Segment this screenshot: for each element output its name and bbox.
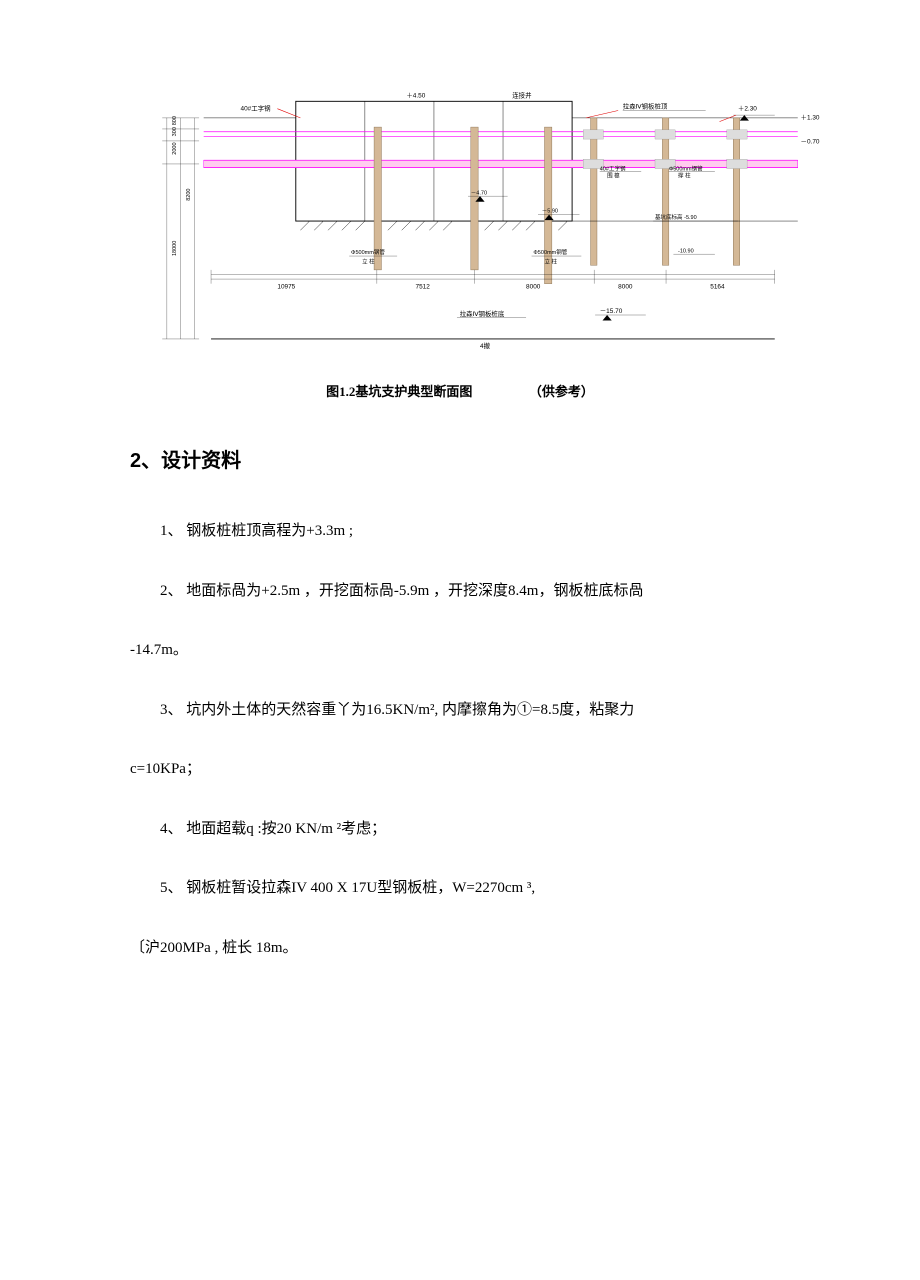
caption-prefix: 图1.2基坑支护典型断面图 [326,384,472,399]
para-2: 2、 地面标咼为+2.5m ，开挖面标咼-5.9m ，开挖深度8.4m，钢板桩底… [130,574,790,609]
section-diagram: 800 300 2000 8200 18000 40#工字钢 ＋4.50 连接井… [130,70,790,350]
label-pipe500b-sub: 立 柱 [544,257,557,265]
label-elev-450: ＋4.50 [406,92,425,100]
para-1: 1、 钢板桩桩顶高程为+3.3m ; [130,514,790,549]
label-pipe500b: Φ500mm钢管 [533,248,567,256]
section-heading: 2、设计资料 [130,443,790,479]
para-5b: 〔沪200MPa , 桩长 18m。 [130,931,790,966]
label-pipe500a-sub: 立 柱 [362,257,375,265]
dim-h4: 8000 [618,283,633,290]
figure-caption: 图1.2基坑支护典型断面图 （供参考） [130,380,790,403]
dim-v-8200: 8200 [186,189,192,201]
label-chengzhu: 撑 柱 [678,172,691,180]
label-elev-130: ＋1.30 [801,114,820,122]
para-2b: -14.7m。 [130,633,790,668]
para-5: 5、 钢板桩暂设拉森IV 400 X 17U型钢板桩，W=2270cm ³, [130,871,790,906]
label-steel-beam: 40#工字钢 [241,104,271,113]
label-larsen-top: 拉森Ⅳ钢板桩顶 [623,102,668,111]
dim-h1: 10975 [277,283,295,290]
label-larsen-bottom: 拉森Ⅳ钢板桩底 [460,309,505,318]
para-4: 4、 地面超载q :按20 KN/m ²考虑； [130,812,790,847]
dim-h3: 8000 [526,283,541,290]
label-conn-shaft: 连接井 [512,91,532,100]
label-pipe500a: Φ500mm钢管 [351,248,385,256]
caption-suffix: （供参考） [529,384,594,399]
dim-v-800: 800 [172,116,178,125]
dim-v-2000: 2000 [172,142,178,154]
label-elev-neg070: －0.70 [801,139,820,146]
para-3b: c=10KPa； [130,752,790,787]
label-pit-bottom: 基坑底标高 -5.90 [655,213,697,221]
label-elev-230: ＋2.30 [738,105,757,113]
label-elev-neg1570: －15.70 [600,308,623,315]
dim-v-300: 300 [172,127,178,136]
excavation-cross-section: 800 300 2000 8200 18000 40#工字钢 ＋4.50 连接井… [130,70,830,350]
dim-h5: 5164 [710,283,725,290]
label-pier4: 4撤 [480,341,491,350]
dim-h2: 7512 [416,283,431,290]
label-elev-neg1090: -10.90 [678,248,694,254]
label-elev-neg590: －5.90 [542,209,558,215]
label-elev-neg470: －4.70 [471,190,487,196]
label-weilin: 围 檩 [607,172,620,180]
para-3: 3、 坑内外土体的天然容重丫为16.5KN/m², 内摩擦角为①=8.5度，粘聚… [130,693,790,728]
dim-v-18000: 18000 [172,241,178,256]
